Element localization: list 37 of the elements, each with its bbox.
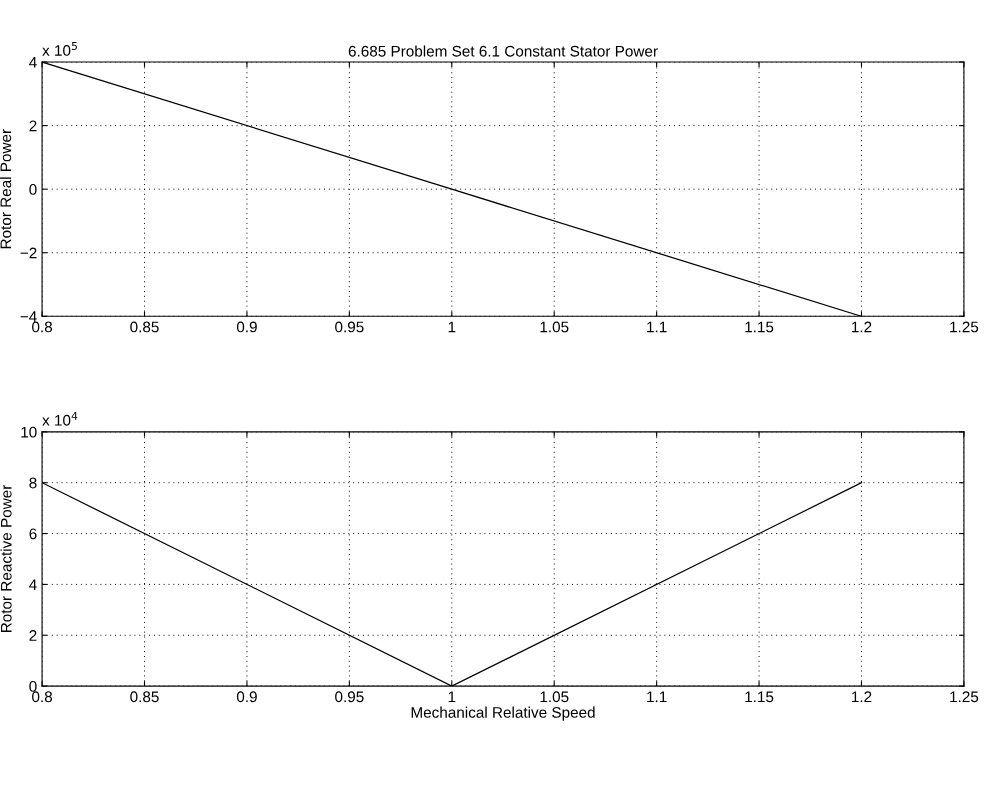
y-tick-label: 2 [29, 630, 37, 641]
x-tick-label: 1.15 [745, 691, 774, 703]
text: x 10$^{4}$ [42, 411, 78, 426]
x-tick-label: 1.2 [852, 321, 872, 333]
x-tick-label: 0.9 [236, 691, 257, 703]
chart-title: 6.685 Problem Set 6.1 Constant Stator Power [348, 45, 658, 57]
x-tick-label: 1.25 [950, 321, 979, 333]
x-tick-label: 0.95 [335, 691, 364, 703]
y-tick-label: 4 [29, 579, 37, 590]
x-tick-label: 0.8 [32, 691, 53, 703]
x-tick-label: 1 [448, 321, 456, 333]
y-tick-label: 0 [29, 184, 37, 195]
y-tick-label: 6 [29, 528, 37, 540]
x-tick-label: 0.95 [335, 321, 364, 333]
y-axis-title: Rotor Reactive Power [0, 484, 12, 633]
x-tick-label: 1.05 [540, 691, 569, 703]
y-tick-label: −4 [20, 311, 37, 322]
x-tick-label: 1.15 [745, 321, 774, 333]
x-tick-label: 0.85 [130, 691, 159, 703]
y-tick-label: 10 [21, 426, 37, 438]
x-axis-title: Mechanical Relative Speed [411, 706, 595, 721]
y-tick-label: 8 [29, 477, 37, 489]
y-tick-label: 4 [29, 57, 37, 68]
y-axis-title: Rotor Real Power [0, 129, 12, 249]
x-tick-label: 0.85 [130, 321, 159, 333]
x-tick-label: 1.25 [950, 691, 979, 703]
x-tick-label: 1.05 [540, 321, 569, 333]
x-tick-label: 1.1 [647, 691, 667, 703]
y-tick-label: 2 [29, 120, 37, 132]
text: x 10$^{5}$ [42, 42, 77, 56]
x-tick-label: 0.9 [236, 321, 257, 333]
x-tick-label: 1.2 [852, 691, 872, 703]
x-tick-label: 1 [448, 691, 456, 703]
x-tick-label: 1.1 [647, 321, 667, 333]
y-tick-label: 0 [29, 680, 37, 692]
x-tick-label: 0.8 [32, 321, 53, 333]
y-tick-label: −2 [20, 247, 37, 259]
